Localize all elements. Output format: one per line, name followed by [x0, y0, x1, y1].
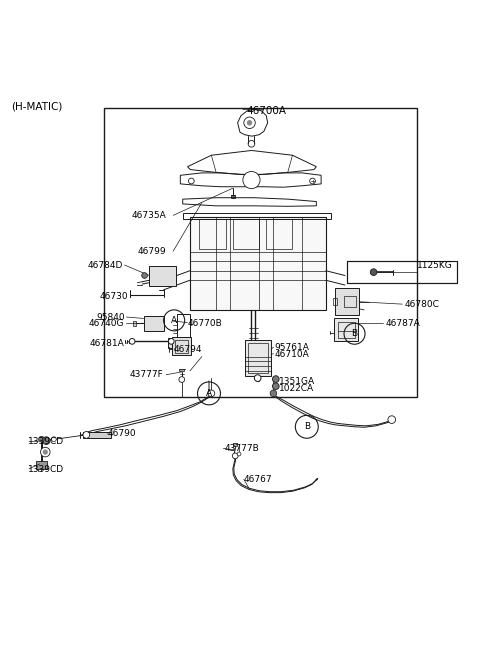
- Bar: [36, 461, 47, 469]
- Circle shape: [142, 273, 147, 278]
- Text: A: A: [171, 316, 177, 325]
- Text: 95840: 95840: [96, 312, 124, 321]
- Text: 1339CD: 1339CD: [28, 437, 64, 446]
- Bar: [144, 316, 164, 331]
- Bar: [266, 219, 292, 249]
- Bar: [83, 432, 111, 438]
- Text: 46781A: 46781A: [90, 338, 124, 348]
- Bar: [199, 219, 226, 249]
- Circle shape: [370, 269, 377, 276]
- Circle shape: [243, 171, 260, 189]
- Text: 46735A: 46735A: [132, 211, 166, 220]
- Circle shape: [83, 432, 90, 438]
- Bar: [336, 289, 360, 315]
- Circle shape: [273, 383, 279, 390]
- Bar: [190, 216, 326, 310]
- Text: 46700A: 46700A: [246, 106, 286, 116]
- Circle shape: [51, 437, 56, 441]
- Text: 46730: 46730: [99, 293, 128, 302]
- Bar: [104, 108, 417, 397]
- Text: B: B: [351, 329, 358, 338]
- Bar: [338, 322, 355, 338]
- Bar: [177, 314, 191, 338]
- Bar: [168, 338, 191, 348]
- Circle shape: [38, 436, 44, 442]
- Text: 1125KG: 1125KG: [417, 262, 452, 270]
- Bar: [149, 266, 176, 286]
- Circle shape: [270, 390, 277, 397]
- Polygon shape: [348, 261, 417, 283]
- Text: 46770B: 46770B: [188, 319, 222, 328]
- Text: 46794: 46794: [173, 345, 202, 354]
- Bar: [245, 340, 271, 376]
- Circle shape: [168, 338, 174, 344]
- Text: 43777B: 43777B: [225, 443, 260, 453]
- Circle shape: [388, 416, 396, 423]
- Circle shape: [42, 437, 50, 445]
- Text: 46799: 46799: [137, 247, 166, 256]
- Bar: [132, 321, 136, 325]
- Bar: [180, 369, 184, 371]
- Bar: [248, 343, 268, 373]
- Bar: [333, 298, 337, 305]
- Circle shape: [43, 450, 48, 455]
- Text: 46767: 46767: [244, 475, 273, 483]
- Circle shape: [232, 453, 238, 459]
- Bar: [233, 219, 259, 249]
- Circle shape: [254, 375, 261, 381]
- Bar: [344, 296, 356, 306]
- Text: 1339CD: 1339CD: [28, 465, 64, 474]
- Text: 95761A: 95761A: [275, 342, 309, 352]
- Text: 46710A: 46710A: [275, 350, 309, 359]
- Bar: [231, 195, 235, 197]
- Text: 1022CA: 1022CA: [279, 384, 314, 393]
- Text: 46784D: 46784D: [88, 260, 123, 270]
- Text: 46740G: 46740G: [89, 319, 124, 328]
- Bar: [233, 443, 237, 446]
- Bar: [335, 318, 359, 341]
- Bar: [175, 340, 188, 353]
- Circle shape: [247, 121, 252, 125]
- Bar: [183, 213, 331, 219]
- Text: 46787A: 46787A: [385, 319, 420, 328]
- Circle shape: [129, 338, 135, 344]
- Text: 43777F: 43777F: [130, 370, 164, 379]
- Circle shape: [273, 376, 279, 382]
- Circle shape: [40, 447, 50, 457]
- Text: A: A: [206, 389, 212, 398]
- Circle shape: [208, 390, 215, 397]
- Bar: [348, 261, 457, 283]
- Bar: [172, 337, 192, 355]
- Circle shape: [179, 377, 185, 382]
- Text: 46790: 46790: [108, 430, 136, 438]
- Circle shape: [237, 452, 241, 456]
- Text: 46780C: 46780C: [405, 300, 440, 308]
- Text: B: B: [304, 422, 310, 431]
- Text: 1351GA: 1351GA: [279, 377, 315, 386]
- Text: (H-MATIC): (H-MATIC): [11, 101, 62, 112]
